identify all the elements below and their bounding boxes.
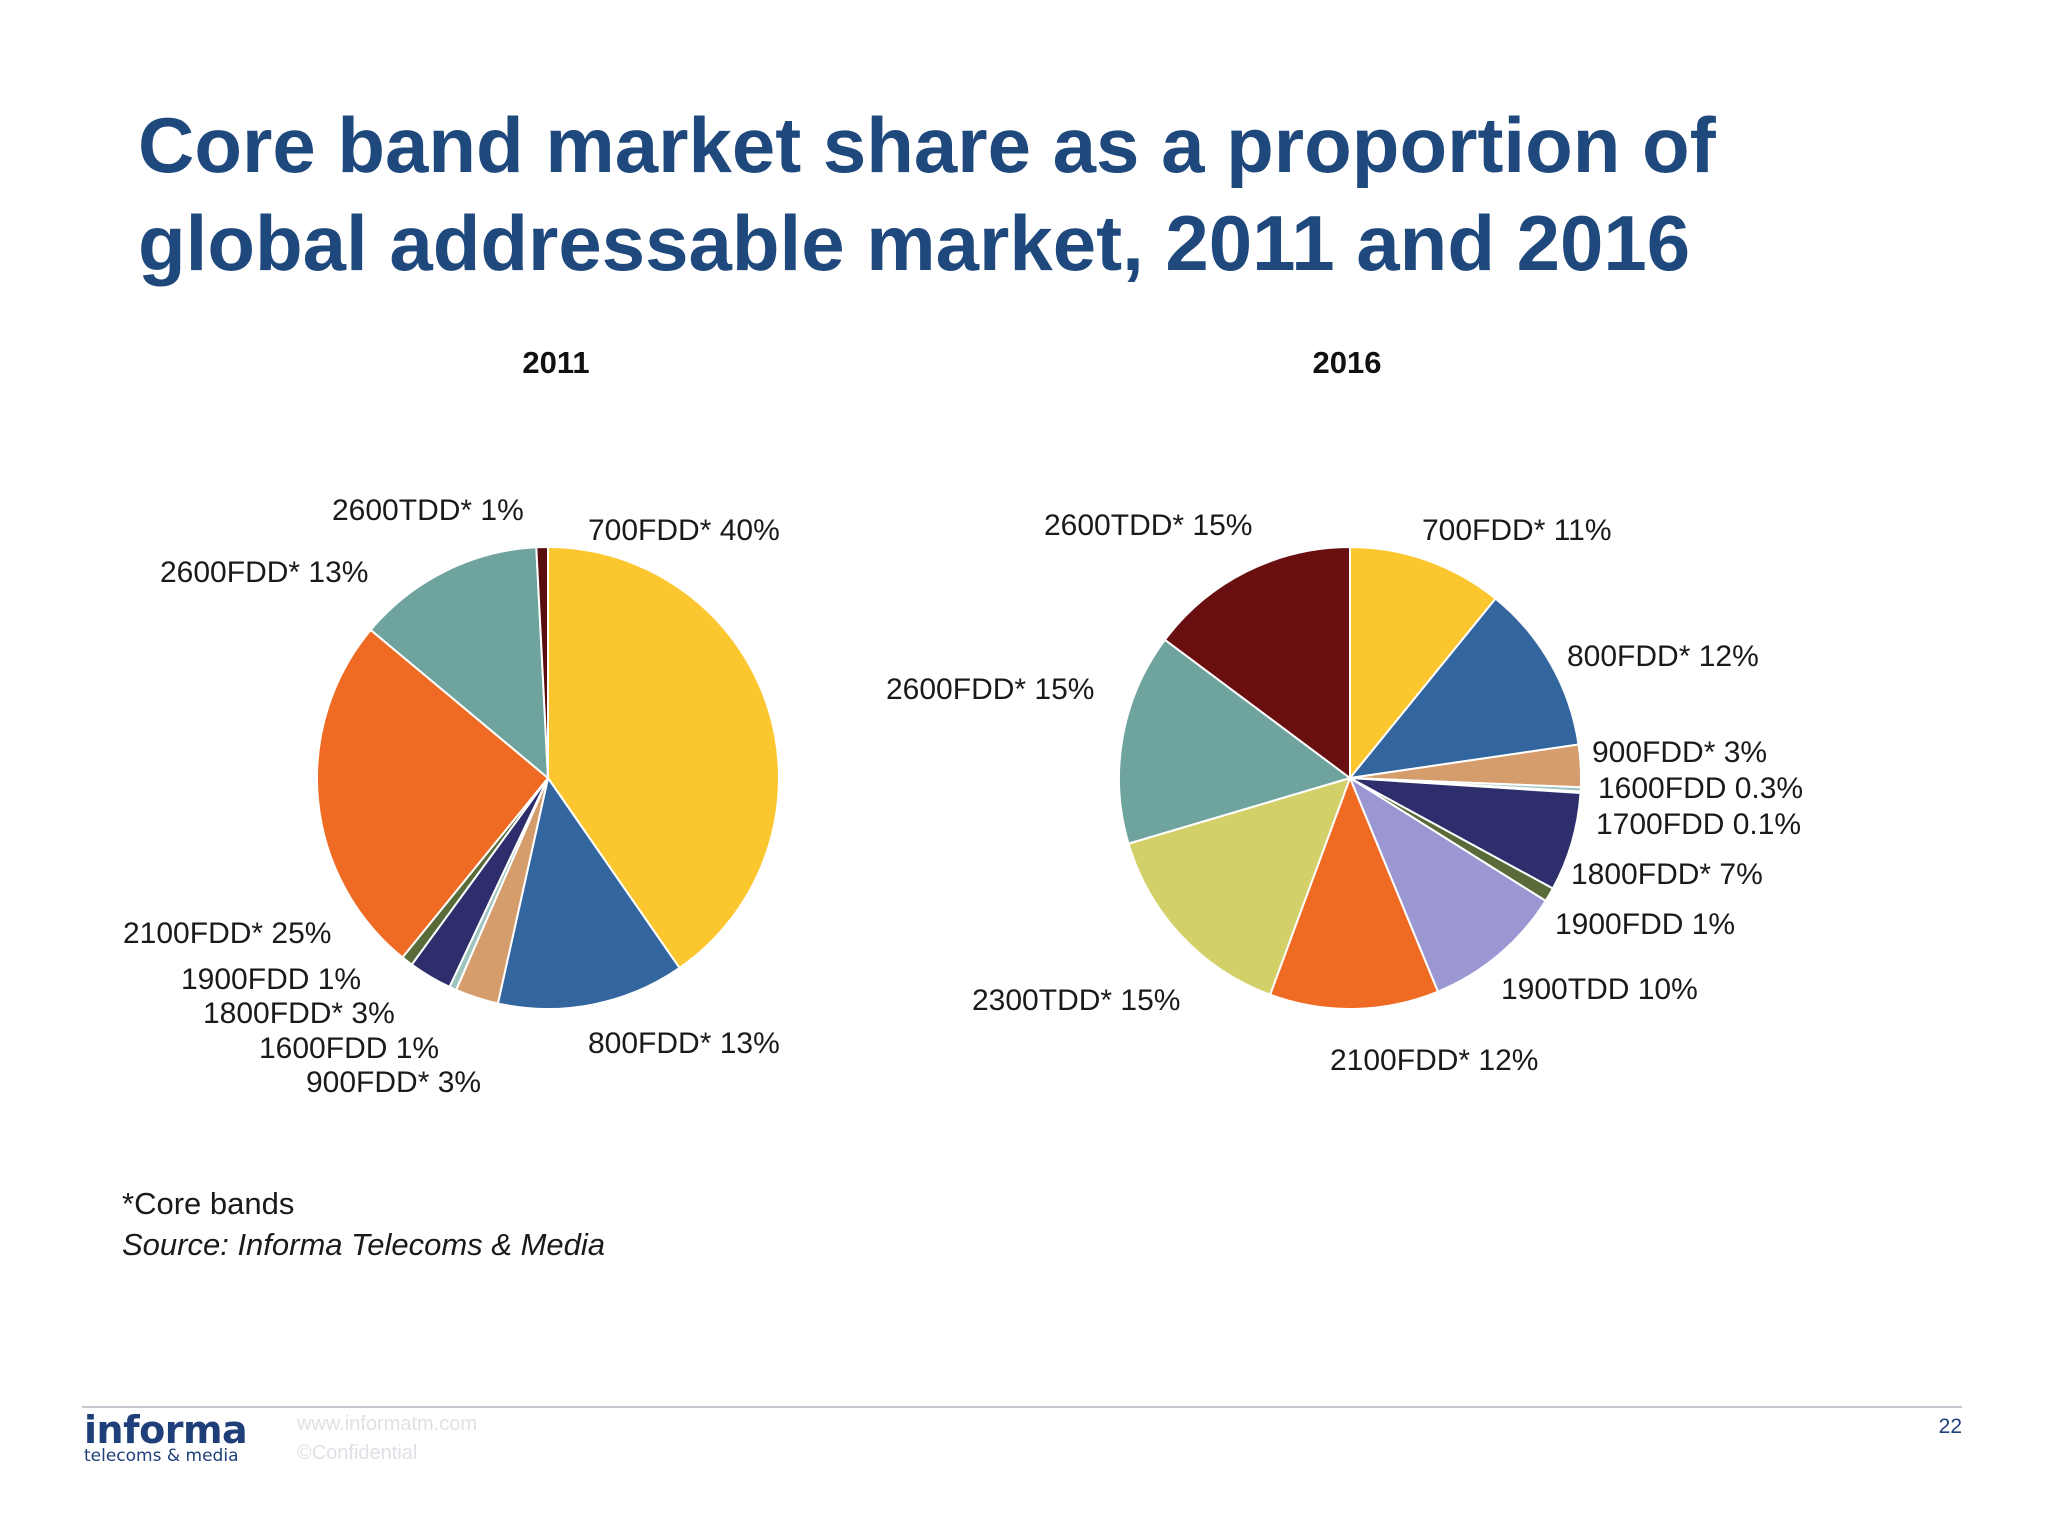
slice-label-2016-2600TDD: 2600TDD* 15% [1044,509,1252,542]
page-number: 22 [1938,1415,1962,1438]
pie-slice-2011-800FDD [496,775,681,1010]
slide-title: Core band market share as a proportion o… [138,96,1938,292]
pie-slice-2011-2600TDD [535,545,549,779]
slice-label-2011-900FDD: 900FDD* 3% [306,1066,481,1099]
pie-slice-2011-2600FDD [369,546,550,781]
pie-slice-2016-700FDD [1349,545,1497,781]
slice-label-2016-1600FDD: 1600FDD 0.3% [1598,772,1803,805]
pie-slice-2016-2300TDD [1127,776,1352,997]
core-bands-note: *Core bands [122,1186,295,1221]
slide-title-line-2: global addressable market, 2011 and 2016 [138,199,1691,287]
slice-label-2016-1900FDD: 1900FDD 1% [1555,908,1735,941]
slide-title-line-1: Core band market share as a proportion o… [138,101,1716,189]
pie-slice-2016-2100FDD [1268,775,1440,1010]
pie-slice-2016-1900TDD [1347,775,1547,993]
footer-divider [82,1406,1962,1408]
slice-label-2016-2100FDD: 2100FDD* 12% [1330,1044,1538,1077]
slice-label-2016-900FDD: 900FDD* 3% [1592,736,1767,769]
informa-logo: informa [84,1408,248,1452]
footer-website: www.informatm.com [297,1413,478,1435]
slice-label-2016-800FDD: 800FDD* 12% [1567,640,1759,673]
pie-slice-2016-2600FDD [1118,638,1353,845]
slice-label-2011-2600TDD: 2600TDD* 1% [332,494,524,527]
pie-title-2011: 2011 [522,345,589,380]
slice-label-2011-2600FDD: 2600FDD* 13% [160,556,368,589]
pie-slice-2011-2100FDD [316,628,550,959]
pie-chart-2011: 2011 700FDD* 40% 800FDD* 13% 900FDD* 3%1600… [123,345,780,1099]
informa-logo-subtitle: telecoms & media [84,1446,239,1466]
slice-label-2011-1900FDD: 1900FDD 1% [181,963,361,996]
slice-label-2016-1800FDD: 1800FDD* 7% [1571,858,1763,891]
pie-chart-2016: 2016 700FDD* 11% 800FDD* 12% 900FDD* 3%1600… [886,345,1803,1077]
slice-label-2011-1800FDD: 1800FDD* 3% [203,997,395,1030]
source-note: Source: Informa Telecoms & Media [122,1227,606,1262]
slice-label-2011-2100FDD: 2100FDD* 25% [123,917,331,950]
slice-label-2016-1700FDD: 1700FDD 0.1% [1596,808,1801,841]
pie-slice-2016-800FDD [1347,597,1580,780]
slice-label-2011-800FDD: 800FDD* 13% [588,1027,780,1060]
slice-label-2016-2300TDD: 2300TDD* 15% [972,984,1180,1017]
slice-label-2016-2600FDD: 2600FDD* 15% [886,673,1094,706]
slice-label-2011-700FDD: 700FDD* 40% [588,514,780,547]
slice-label-2016-1900TDD: 1900TDD 10% [1501,973,1698,1006]
footer-confidential: ©Confidential [297,1442,418,1464]
slice-label-2016-700FDD: 700FDD* 11% [1422,514,1612,547]
pie-slice-2016-2600TDD [1163,545,1351,780]
pie-title-2016: 2016 [1313,345,1382,380]
slice-label-2011-1600FDD: 1600FDD 1% [259,1032,439,1065]
pie-slice-2011-700FDD [547,545,780,970]
